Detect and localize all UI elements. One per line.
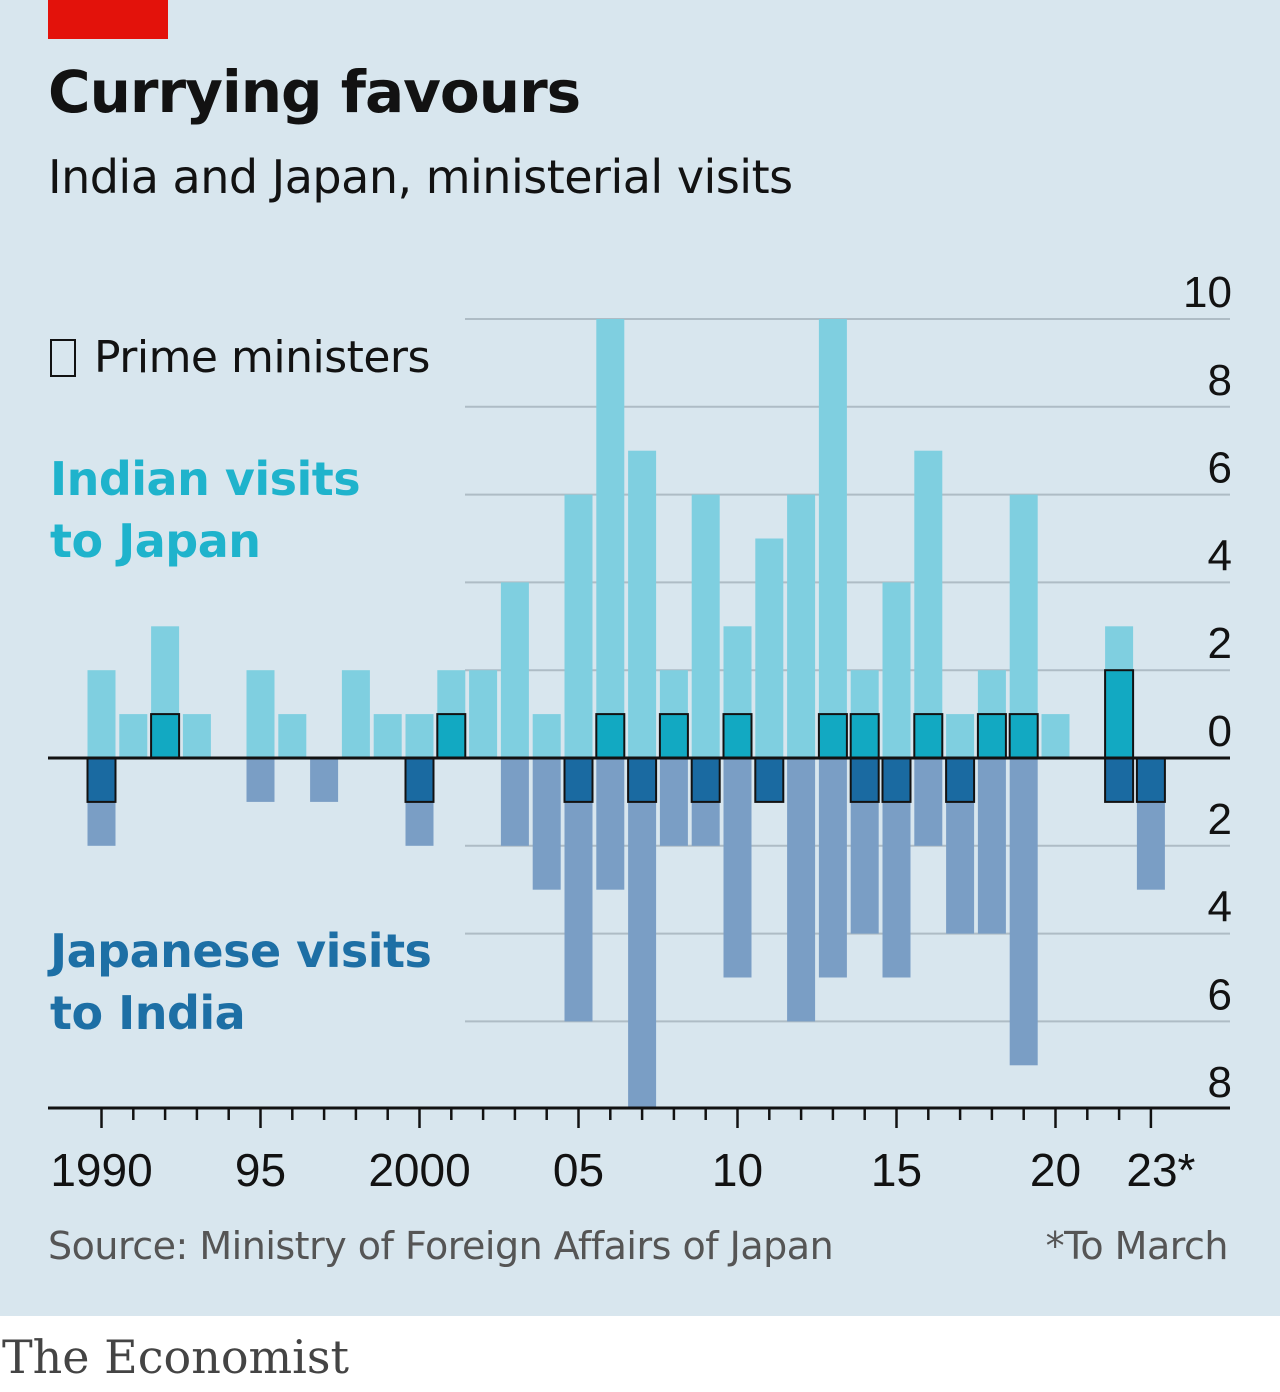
bar-japanese-1995 (246, 758, 275, 802)
bar-japanese-pm-2007 (627, 757, 658, 803)
bar-japanese-pm-2022 (1104, 757, 1135, 803)
bar-indian-pm-2013 (817, 713, 848, 759)
chart-subtitle: India and Japan, ministerial visits (48, 150, 793, 204)
legend-prime-ministers: Prime ministers (50, 332, 430, 383)
y-tick-label: 8 (1208, 1058, 1232, 1107)
bar-indian-2011 (755, 538, 784, 758)
bar-indian-2009 (691, 494, 720, 758)
bar-indian-2012 (787, 494, 816, 758)
y-tick-label: 2 (1208, 619, 1232, 668)
series-label-indian-line2: to Japan (50, 514, 261, 568)
y-tick-label: 2 (1208, 795, 1232, 844)
bar-indian-2004 (532, 714, 561, 758)
bar-indian-2015 (882, 582, 911, 758)
brand-red-tag (48, 0, 168, 39)
bar-indian-pm-2018 (976, 713, 1007, 759)
series-label-japanese: Japanese visits to India (50, 920, 432, 1044)
source-note: Source: Ministry of Foreign Affairs of J… (48, 1224, 834, 1268)
tick-labels: 0 2 4 6 8 10 2 4 6 8 1990 95 2000 05 10 15 20 23* (50, 268, 1232, 1196)
series-label-japanese-line1: Japanese visits (50, 924, 432, 978)
bar-japanese-2008 (659, 758, 688, 846)
axes (48, 756, 1230, 1128)
y-tick-label: 6 (1208, 970, 1232, 1019)
bar-indian-2017 (946, 714, 975, 758)
bar-indian-2007 (628, 450, 657, 758)
x-tick-label: 15 (871, 1144, 922, 1196)
bar-chart: 0 2 4 6 8 10 2 4 6 8 1990 95 2000 05 10 15 20 23* (48, 268, 1232, 1196)
bar-indian-2000 (405, 714, 434, 758)
bar-indian-pm-2014 (849, 713, 880, 759)
economist-logo: The Economist (2, 1330, 349, 1384)
bar-indian-pm-2006 (595, 713, 626, 759)
y-tick-label: 4 (1208, 883, 1232, 932)
bar-japanese-pm-2015 (881, 757, 912, 803)
y-tick-label: 10 (1183, 268, 1232, 317)
bar-indian-2020 (1041, 714, 1070, 758)
bar-japanese-pm-2023 (1135, 757, 1166, 803)
bar-indian-pm-2016 (913, 713, 944, 759)
chart-title: Currying favours (48, 58, 581, 126)
footnote: *To March (1045, 1224, 1229, 1268)
series-label-indian-line1: Indian visits (50, 452, 361, 506)
bar-indian-2003 (500, 582, 529, 758)
bar-japanese-2004 (532, 758, 561, 890)
bar-japanese-2012 (787, 758, 816, 1022)
bar-indian-2006 (596, 319, 625, 758)
bar-indian-pm-2001 (436, 713, 467, 759)
legend-label: Prime ministers (94, 332, 430, 383)
bar-indian-1996 (278, 714, 307, 758)
series-label-indian: Indian visits to Japan (50, 448, 361, 572)
bar-japanese-2013 (818, 758, 847, 978)
bar-indian-1991 (119, 714, 148, 758)
bar-japanese-2010 (723, 758, 752, 978)
bar-indian-pm-2010 (722, 713, 753, 759)
bar-japanese-pm-2017 (945, 757, 976, 803)
bar-indian-1990 (87, 670, 116, 758)
bar-indian-2013 (818, 319, 847, 758)
bar-indian-2016 (914, 450, 943, 758)
bar-japanese-pm-2011 (754, 757, 785, 803)
legend-swatch (50, 338, 76, 377)
x-tick-label: 20 (1030, 1144, 1081, 1196)
bars (86, 319, 1166, 1110)
bar-indian-pm-2019 (1008, 713, 1039, 759)
bar-indian-1995 (246, 670, 275, 758)
bar-japanese-2019 (1009, 758, 1038, 1066)
bar-indian-pm-2022 (1104, 669, 1135, 760)
bar-japanese-2006 (596, 758, 625, 890)
y-tick-label: 6 (1208, 444, 1232, 493)
bar-indian-pm-2008 (658, 713, 689, 759)
bar-japanese-pm-2005 (563, 757, 594, 803)
bar-japanese-2016 (914, 758, 943, 846)
bar-indian-2005 (564, 494, 593, 758)
bar-indian-1999 (373, 714, 402, 758)
bar-indian-2002 (469, 670, 498, 758)
series-label-japanese-line2: to India (50, 986, 246, 1040)
x-tick-label: 95 (235, 1144, 286, 1196)
x-tick-label: 23* (1126, 1144, 1195, 1196)
bar-indian-1993 (182, 714, 211, 758)
x-tick-label: 05 (553, 1144, 604, 1196)
bar-japanese-pm-2009 (690, 757, 721, 803)
bar-japanese-2003 (500, 758, 529, 846)
bar-japanese-pm-1990 (86, 757, 117, 803)
bar-indian-pm-1992 (150, 713, 181, 759)
bar-japanese-1997 (310, 758, 339, 802)
y-tick-label: 8 (1208, 356, 1232, 405)
x-tick-label: 2000 (368, 1144, 470, 1196)
bar-japanese-pm-2000 (404, 757, 435, 803)
bar-indian-1998 (341, 670, 370, 758)
y-tick-label: 4 (1208, 531, 1232, 580)
x-tick-label: 1990 (50, 1144, 152, 1196)
bar-japanese-2018 (977, 758, 1006, 934)
bar-japanese-2007 (628, 758, 657, 1110)
x-tick-label: 10 (712, 1144, 763, 1196)
y-tick-label: 0 (1208, 707, 1232, 756)
bar-japanese-pm-2014 (849, 757, 880, 803)
